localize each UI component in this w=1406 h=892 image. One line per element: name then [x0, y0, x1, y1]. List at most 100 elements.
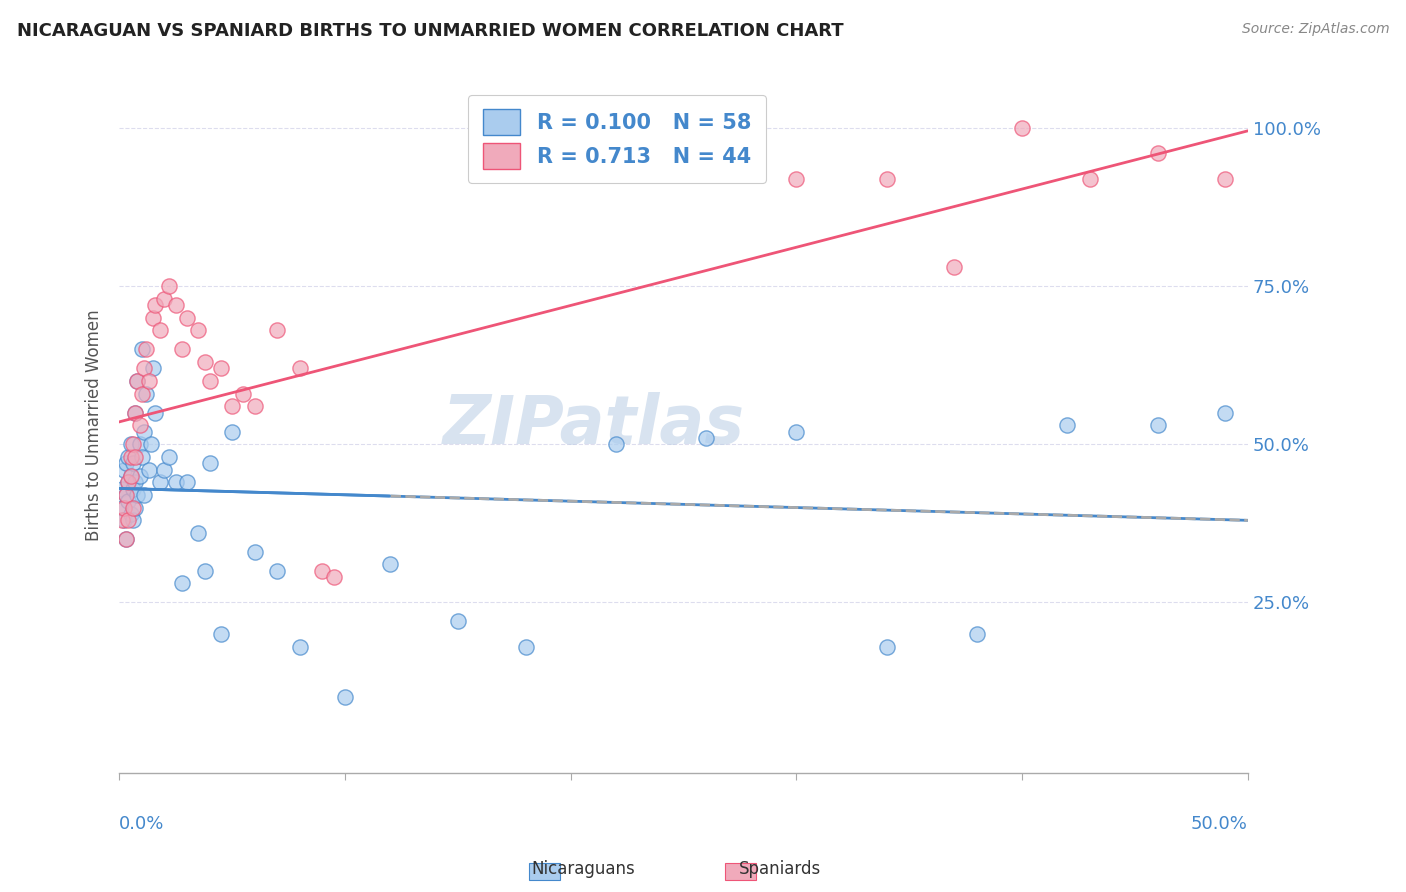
- Point: [120, 437, 142, 451]
- Point: [115, 488, 138, 502]
- Point: [266, 323, 288, 337]
- Point: [176, 475, 198, 490]
- Point: [117, 450, 139, 464]
- Point: [135, 343, 157, 357]
- Point: [124, 475, 146, 490]
- Point: [127, 488, 149, 502]
- Point: [121, 482, 143, 496]
- Point: [117, 494, 139, 508]
- Point: [139, 437, 162, 451]
- Point: [131, 386, 153, 401]
- Point: [695, 431, 717, 445]
- Point: [1011, 121, 1033, 136]
- Point: [1056, 418, 1078, 433]
- Legend: R = 0.100   N = 58, R = 0.713   N = 44: R = 0.100 N = 58, R = 0.713 N = 44: [468, 95, 766, 183]
- Point: [176, 310, 198, 325]
- Point: [145, 406, 167, 420]
- Point: [785, 425, 807, 439]
- Point: [221, 400, 243, 414]
- Point: [172, 343, 194, 357]
- Point: [112, 500, 135, 515]
- Text: 0.0%: 0.0%: [120, 815, 165, 833]
- Text: Source: ZipAtlas.com: Source: ZipAtlas.com: [1241, 22, 1389, 37]
- Point: [378, 558, 401, 572]
- Text: Nicaraguans: Nicaraguans: [531, 860, 636, 878]
- Point: [142, 361, 165, 376]
- Point: [121, 513, 143, 527]
- Point: [876, 171, 898, 186]
- Point: [124, 500, 146, 515]
- Point: [145, 298, 167, 312]
- Point: [132, 425, 155, 439]
- Point: [128, 437, 150, 451]
- Point: [1146, 146, 1168, 161]
- Point: [221, 425, 243, 439]
- Point: [605, 437, 627, 451]
- Point: [117, 513, 139, 527]
- Text: ZIPatlas: ZIPatlas: [443, 392, 744, 458]
- Point: [187, 323, 209, 337]
- Point: [157, 279, 180, 293]
- Text: 50.0%: 50.0%: [1191, 815, 1249, 833]
- Point: [153, 292, 176, 306]
- Y-axis label: Births to Unmarried Women: Births to Unmarried Women: [86, 310, 103, 541]
- Point: [311, 564, 333, 578]
- Point: [1146, 418, 1168, 433]
- Point: [127, 374, 149, 388]
- Point: [110, 500, 132, 515]
- Point: [1078, 171, 1101, 186]
- Point: [243, 400, 266, 414]
- Point: [124, 450, 146, 464]
- Point: [112, 513, 135, 527]
- Point: [157, 450, 180, 464]
- Point: [165, 475, 187, 490]
- Point: [165, 298, 187, 312]
- Point: [187, 525, 209, 540]
- Text: Spaniards: Spaniards: [740, 860, 821, 878]
- Point: [131, 343, 153, 357]
- Point: [966, 627, 988, 641]
- Point: [198, 456, 221, 470]
- Point: [515, 640, 537, 654]
- Point: [785, 171, 807, 186]
- Point: [121, 437, 143, 451]
- Point: [322, 570, 344, 584]
- Point: [127, 374, 149, 388]
- Point: [333, 690, 356, 705]
- Point: [128, 469, 150, 483]
- Point: [121, 456, 143, 470]
- Point: [1213, 171, 1236, 186]
- Point: [1213, 406, 1236, 420]
- Point: [120, 507, 142, 521]
- Point: [120, 450, 142, 464]
- Point: [120, 469, 142, 483]
- Point: [117, 475, 139, 490]
- Point: [115, 532, 138, 546]
- Point: [132, 488, 155, 502]
- Point: [135, 386, 157, 401]
- Point: [124, 406, 146, 420]
- Point: [209, 627, 232, 641]
- Point: [115, 488, 138, 502]
- Point: [124, 406, 146, 420]
- Point: [943, 260, 966, 275]
- Point: [172, 576, 194, 591]
- Point: [149, 475, 172, 490]
- Point: [266, 564, 288, 578]
- Point: [131, 450, 153, 464]
- Point: [128, 418, 150, 433]
- Point: [194, 564, 217, 578]
- Point: [243, 545, 266, 559]
- Point: [232, 386, 254, 401]
- Point: [194, 355, 217, 369]
- Point: [198, 374, 221, 388]
- Text: NICARAGUAN VS SPANIARD BIRTHS TO UNMARRIED WOMEN CORRELATION CHART: NICARAGUAN VS SPANIARD BIRTHS TO UNMARRI…: [17, 22, 844, 40]
- Point: [121, 500, 143, 515]
- Point: [142, 310, 165, 325]
- Point: [112, 462, 135, 476]
- Point: [115, 532, 138, 546]
- Point: [447, 615, 470, 629]
- Point: [115, 456, 138, 470]
- Point: [209, 361, 232, 376]
- Point: [117, 475, 139, 490]
